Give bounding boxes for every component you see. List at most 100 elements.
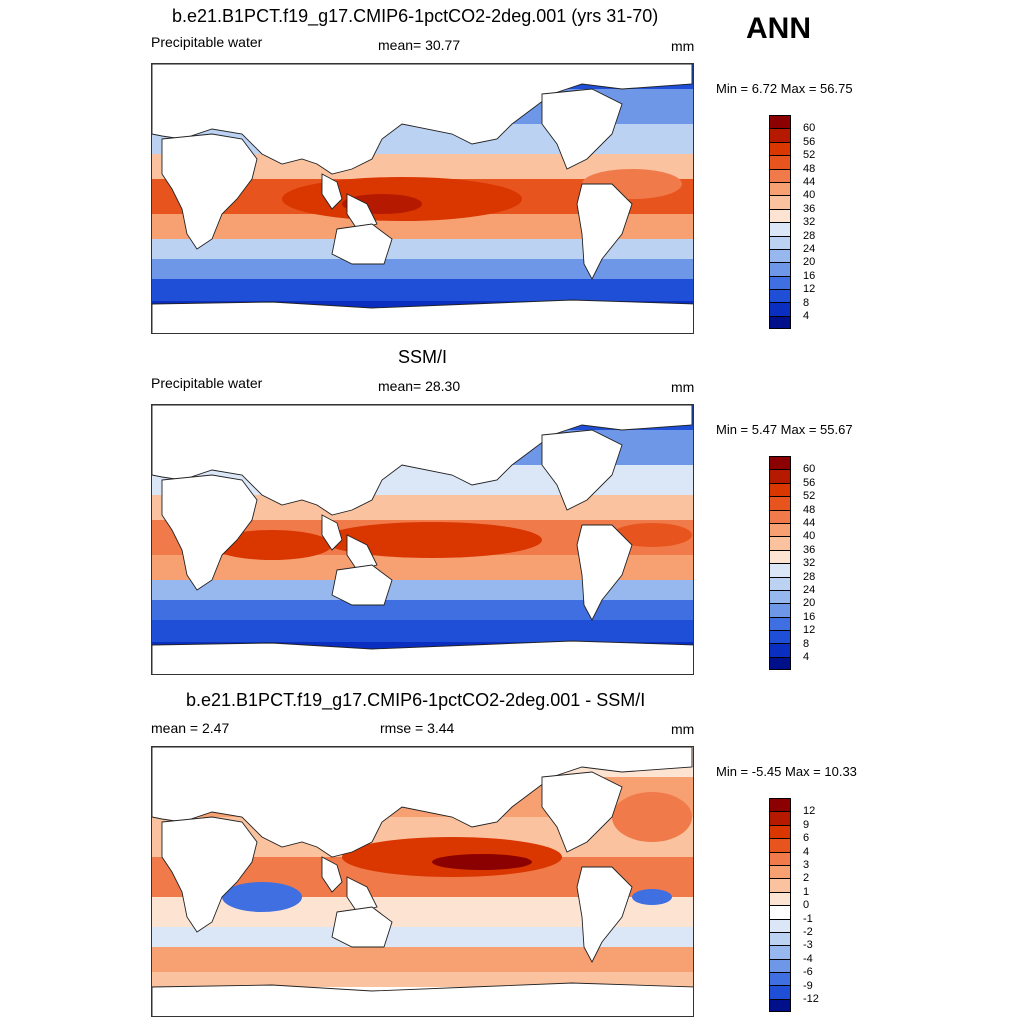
colorbar-box [769, 931, 791, 946]
colorbar-tick-label: 3 [803, 859, 810, 871]
colorbar-tick-label: 52 [803, 490, 816, 503]
field-anomaly [612, 523, 692, 547]
panel-3-mean-label: mean = 2.47 [151, 720, 230, 736]
colorbar-box [769, 905, 791, 919]
colorbar-tick-label: 60 [803, 463, 816, 476]
colorbar-tick-label: 56 [803, 476, 816, 489]
panel-3-colorbar [769, 798, 791, 1013]
colorbar-tick-label: 9 [803, 818, 810, 831]
colorbar-tick-label: 4 [803, 651, 810, 663]
colorbar-box [769, 315, 791, 330]
field-anomaly [432, 854, 532, 870]
colorbar-tick-label: 6 [803, 832, 810, 845]
colorbar-box [769, 141, 791, 156]
panel-2-title: SSM/I [398, 347, 448, 367]
colorbar-box [769, 168, 791, 182]
colorbar-tick-label: 0 [803, 899, 810, 912]
panel-2-mean-label: mean= 28.30 [378, 378, 461, 394]
land-india [321, 173, 343, 210]
panel-2-minmax: Min = 5.47 Max = 55.67 [716, 422, 853, 437]
colorbar-tick-label: -1 [803, 912, 813, 925]
colorbar-tick-label: -4 [803, 952, 813, 965]
colorbar-tick-label: 24 [803, 243, 816, 255]
colorbar-tick-label: 32 [803, 557, 816, 570]
land-south-america [576, 866, 633, 963]
colorbar-tick-label: 8 [803, 296, 810, 309]
panel-2-variable-label: Precipitable water [151, 375, 263, 391]
colorbar-box [769, 838, 791, 852]
colorbar-box [769, 496, 791, 510]
colorbar-tick-label: 16 [803, 269, 816, 282]
colorbar-box [769, 235, 791, 249]
colorbar-box [769, 798, 791, 812]
colorbar-box [769, 656, 791, 671]
colorbar-box [769, 824, 791, 839]
colorbar-box [769, 603, 791, 617]
colorbar-box [769, 128, 791, 142]
field-band [152, 600, 693, 620]
panel-2-colorbar [769, 456, 791, 671]
colorbar-tick-label: 1 [803, 885, 810, 898]
panel-1-mean-label: mean= 30.77 [378, 37, 461, 53]
land-north-america [541, 88, 623, 170]
panel-2-units-label: mm [671, 379, 695, 395]
colorbar-tick-label: 36 [803, 202, 816, 215]
colorbar-box [769, 456, 791, 470]
colorbar-box [769, 275, 791, 290]
panel-3-minmax: Min = -5.45 Max = 10.33 [716, 764, 857, 779]
panel-3-map [151, 746, 694, 1017]
colorbar-tick-label: 20 [803, 256, 816, 269]
colorbar-tick-label: 48 [803, 162, 816, 175]
land-north-america [541, 429, 623, 511]
colorbar-box [769, 248, 791, 263]
colorbar-box [769, 262, 791, 276]
colorbar-box [769, 878, 791, 892]
colorbar-box [769, 576, 791, 590]
colorbar-tick-label: 36 [803, 543, 816, 556]
colorbar-tick-label: 56 [803, 135, 816, 148]
field-band [152, 259, 693, 279]
field-anomaly [222, 882, 302, 912]
land-antarctica [152, 640, 693, 674]
colorbar-box [769, 208, 791, 223]
colorbar-tick-label: 20 [803, 597, 816, 610]
colorbar-tick-label: -3 [803, 939, 813, 952]
colorbar-box [769, 864, 791, 879]
field-band [152, 620, 693, 642]
panel-3-units-label: mm [671, 721, 695, 737]
land-south-america [576, 183, 633, 280]
colorbar-box [769, 289, 791, 303]
colorbar-tick-label: 24 [803, 584, 816, 596]
colorbar-tick-label: -2 [803, 926, 813, 938]
land-australia [331, 564, 393, 606]
colorbar-tick-label: 40 [803, 189, 816, 202]
colorbar-tick-label: 28 [803, 229, 816, 242]
colorbar-tick-label: 32 [803, 216, 816, 229]
field-band [152, 947, 693, 972]
map-field-svg [152, 64, 693, 333]
colorbar-tick-label: -12 [803, 993, 819, 1005]
land-north-america [541, 771, 623, 853]
land-india [321, 514, 343, 551]
colorbar-box [769, 918, 791, 932]
field-band [152, 927, 693, 947]
panel-3-rmse-label: rmse = 3.44 [380, 720, 455, 736]
colorbar-box [769, 851, 791, 865]
colorbar-box [769, 945, 791, 959]
land-antarctica [152, 299, 693, 333]
colorbar-box [769, 589, 791, 604]
map-field-svg [152, 405, 693, 674]
panel-1-units-label: mm [671, 38, 695, 54]
land-africa [161, 474, 258, 591]
land-south-america [576, 524, 633, 621]
colorbar-tick-label: 16 [803, 610, 816, 623]
land-australia [331, 223, 393, 265]
colorbar-tick-label: -6 [803, 966, 813, 979]
colorbar-box [769, 115, 791, 129]
field-band [152, 580, 693, 600]
colorbar-box [769, 482, 791, 497]
season-label: ANN [746, 12, 811, 45]
land-india [321, 856, 343, 893]
land-antarctica [152, 982, 693, 1016]
panel-1-map [151, 63, 694, 334]
